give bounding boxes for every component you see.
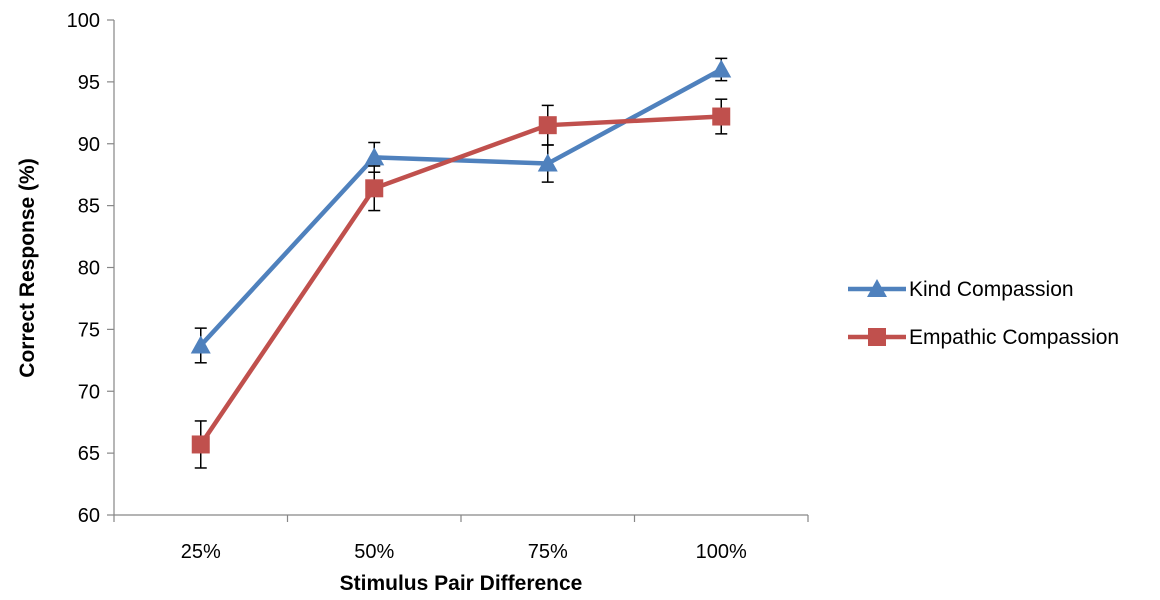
data-point [538, 116, 557, 135]
series-empathic-compassion [191, 98, 731, 469]
y-tick-label: 60 [78, 505, 100, 527]
data-point [712, 107, 731, 126]
legend-label: Kind Compassion [909, 278, 1074, 301]
y-tick-label: 65 [78, 443, 100, 465]
series-line [198, 114, 722, 446]
series-kind-compassion [190, 57, 732, 364]
y-tick-label: 75 [78, 319, 100, 341]
x-tick-label: 50% [354, 541, 394, 563]
data-point [191, 435, 210, 454]
legend-label: Empathic Compassion [909, 326, 1119, 349]
y-axis-title: Correct Response (%) [16, 158, 39, 377]
legend: Kind Compassion Empathic Compassion [848, 278, 1119, 349]
y-tick-label: 80 [78, 258, 100, 280]
y-tick-label: 90 [78, 134, 100, 156]
series-line [199, 67, 723, 347]
x-tick-label: 75% [528, 541, 568, 563]
y-tick-label: 70 [78, 381, 100, 403]
x-axis-title: Stimulus Pair Difference [340, 572, 583, 595]
y-tick-label: 95 [78, 72, 100, 94]
y-tick-label: 85 [78, 196, 100, 218]
legend-item: Kind Compassion [848, 278, 1074, 301]
data-point [364, 147, 385, 166]
x-tick-label: 25% [181, 541, 221, 563]
axes [107, 19, 809, 522]
y-tick-label: 100 [67, 10, 100, 32]
legend-marker [867, 279, 887, 297]
data-point [711, 59, 732, 78]
tick-labels: 60 65 70 75 80 85 90 95 100 25% 50% 75% 100% [67, 10, 747, 563]
series-layer [190, 57, 732, 469]
legend-item: Empathic Compassion [848, 326, 1119, 349]
legend-marker [868, 328, 886, 346]
x-tick-label: 100% [696, 541, 747, 563]
data-point [190, 335, 211, 354]
data-point [365, 179, 384, 198]
data-point [537, 153, 558, 172]
